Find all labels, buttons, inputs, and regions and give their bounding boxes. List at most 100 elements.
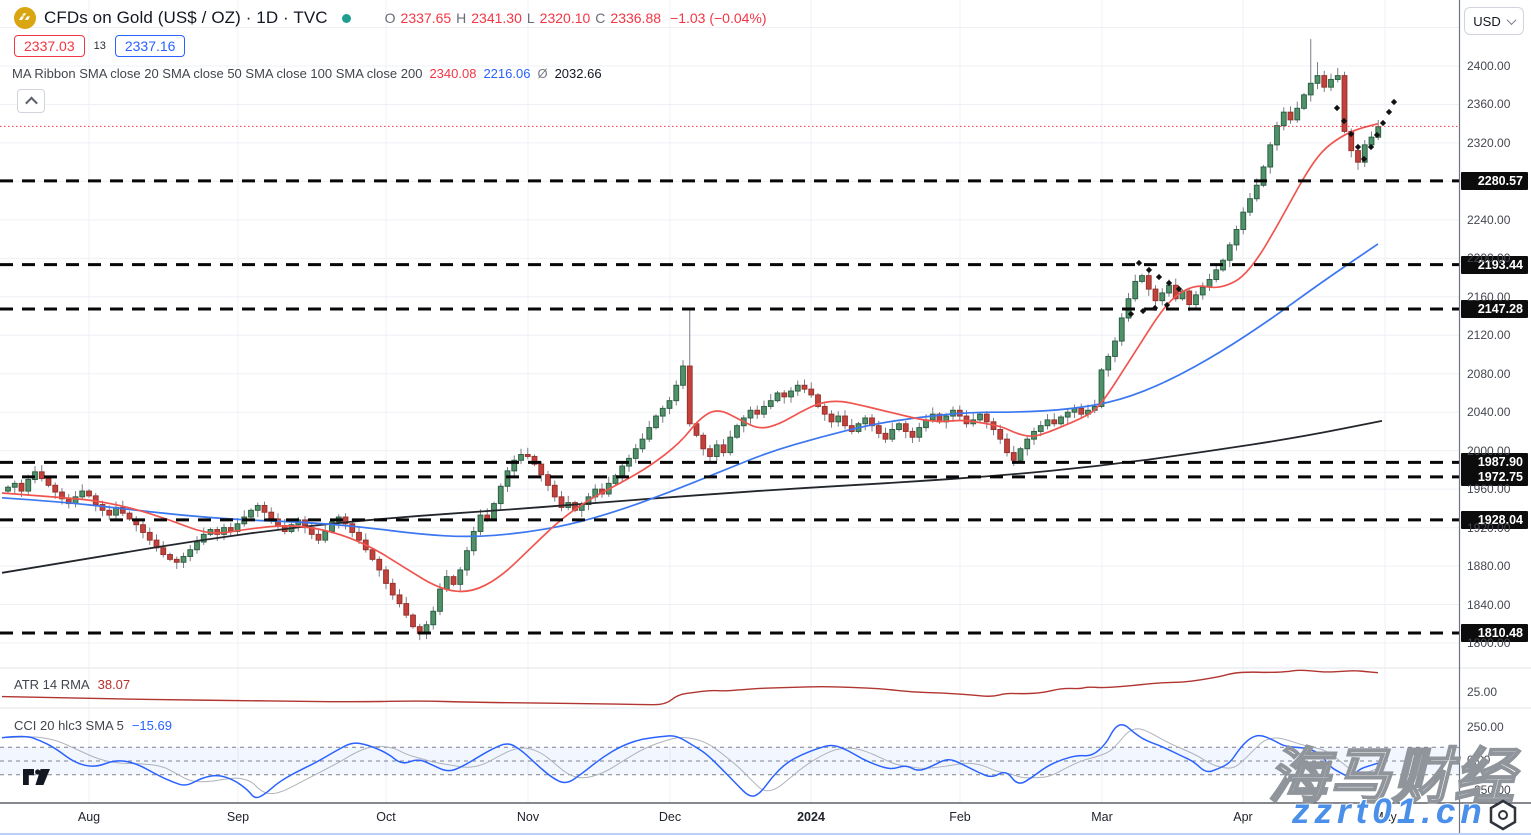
price-level-tag: 1810.48 <box>1461 623 1528 642</box>
watermark-cjk: 海马财经 <box>1267 742 1516 811</box>
candle-body <box>1024 438 1031 450</box>
candle-body <box>200 533 207 543</box>
ohlc-values: O 2337.65 H 2341.30 L 2320.10 C 2336.88 −1.0… <box>385 10 767 26</box>
price-level-tag: 1928.04 <box>1461 510 1528 529</box>
candle-body <box>356 531 362 541</box>
candle-body <box>79 490 86 498</box>
candle-body <box>1112 340 1118 357</box>
candle-body <box>38 471 45 480</box>
candle-body <box>140 524 146 533</box>
candle-body <box>1226 244 1233 261</box>
candle-body <box>248 509 254 518</box>
candle-body <box>1078 407 1085 415</box>
price-axis-label: 2040.00 <box>1467 405 1511 419</box>
price-axis-label: 2360.00 <box>1467 97 1511 111</box>
pattern-dot <box>1135 259 1143 267</box>
cci-sma-line <box>5 728 1383 795</box>
candle-body <box>443 576 450 590</box>
candle-body <box>167 554 173 560</box>
cci-axis-label: 0.00 <box>1467 753 1491 767</box>
candle-body <box>194 541 200 551</box>
candle-body <box>1139 275 1145 282</box>
atr-line <box>1 669 1379 706</box>
currency-selector[interactable]: USD <box>1464 7 1524 35</box>
widget-bottom-border <box>0 833 1531 835</box>
candle-body <box>653 415 659 429</box>
low-value: 2320.10 <box>539 10 591 26</box>
candle-body <box>680 365 686 386</box>
low-label: L <box>526 10 535 26</box>
candle-body <box>450 576 457 585</box>
candle-body <box>794 384 801 392</box>
candle-body <box>1105 355 1112 371</box>
price-axis-label: 1920.00 <box>1467 521 1511 535</box>
candle-body <box>558 496 565 508</box>
pattern-dot <box>1139 307 1147 315</box>
pattern-dot <box>1340 117 1348 125</box>
price-axis-label: 2080.00 <box>1467 367 1511 381</box>
time-axis[interactable]: Aug Sep Oct Nov Dec 2024 Feb Mar Apr May <box>0 804 1531 835</box>
open-label: O <box>384 10 396 26</box>
watermark-hexagon-icon <box>1486 798 1520 835</box>
candle-body <box>1004 438 1010 454</box>
cci-axis-label: −250.00 <box>1467 783 1511 797</box>
buy-ask-button[interactable]: 2337.16 <box>114 35 186 57</box>
sma-average-value: 2032.66 <box>554 66 602 81</box>
price-level-tag: 2147.28 <box>1461 300 1528 319</box>
candle-body <box>1193 294 1199 306</box>
candle-body <box>1152 288 1159 302</box>
time-axis-label: Oct <box>376 810 396 824</box>
atr-label[interactable]: ATR 14 RMA <box>14 677 90 692</box>
change-value: −1.03 (−0.04%) <box>670 10 767 26</box>
candle-body <box>1064 411 1071 418</box>
candle-body <box>1361 144 1368 163</box>
candle-body <box>686 365 693 425</box>
candle-body <box>538 463 545 476</box>
price-axis[interactable]: 2280.57 2193.44 2147.28 1987.90 1972.75 1928.… <box>1460 0 1531 803</box>
candle-body <box>929 413 936 421</box>
candle-body <box>842 415 848 427</box>
candle-body <box>1355 150 1361 163</box>
candle-body <box>59 491 65 500</box>
candle-body <box>889 429 896 440</box>
cci-axis-label: 250.00 <box>1467 720 1504 734</box>
pattern-dot <box>1151 304 1159 312</box>
candle-body <box>1240 211 1247 230</box>
candle-body <box>1247 198 1253 213</box>
candle-body <box>119 506 126 514</box>
candle-body <box>1166 284 1172 294</box>
price-axis-label: 2240.00 <box>1467 213 1511 227</box>
candle-body <box>720 444 727 454</box>
average-sign: Ø <box>537 66 548 81</box>
tradingview-logo[interactable] <box>22 768 53 793</box>
pattern-dot <box>1385 108 1393 116</box>
sell-bid-button[interactable]: 2337.03 <box>14 35 85 57</box>
watermark-site: zzrt01.cn <box>1292 792 1487 831</box>
symbol-title[interactable]: CFDs on Gold (US$ / OZ) · 1D · TVC <box>44 8 328 27</box>
cci-label[interactable]: CCI 20 hlc3 SMA 5 <box>14 718 124 733</box>
pattern-dot <box>1354 143 1362 151</box>
chevron-down-icon <box>1506 14 1517 25</box>
candle-body <box>511 459 518 472</box>
price-axis-label: 2160.00 <box>1467 290 1511 304</box>
close-label: C <box>595 10 606 26</box>
candle-body <box>977 413 983 421</box>
price-level-tag: 1987.90 <box>1461 453 1528 472</box>
candle-body <box>383 569 389 584</box>
ma-ribbon-label[interactable]: MA Ribbon SMA close 20 SMA close 50 SMA … <box>12 66 423 81</box>
collapse-legend-button[interactable] <box>17 89 45 113</box>
candle-body <box>173 558 180 563</box>
candle-body <box>767 400 774 407</box>
candle-body <box>1341 75 1348 132</box>
candle-body <box>1334 75 1341 80</box>
candle-body <box>160 547 167 556</box>
pattern-dot <box>1165 279 1173 287</box>
market-status-dot[interactable] <box>341 13 351 23</box>
price-axis-label: 2120.00 <box>1467 328 1511 342</box>
candle-body <box>1051 419 1058 425</box>
price-level-tag: 1972.75 <box>1461 467 1528 486</box>
pattern-dot <box>1145 266 1153 274</box>
candle-body <box>1368 136 1375 146</box>
candle-body <box>497 485 504 505</box>
